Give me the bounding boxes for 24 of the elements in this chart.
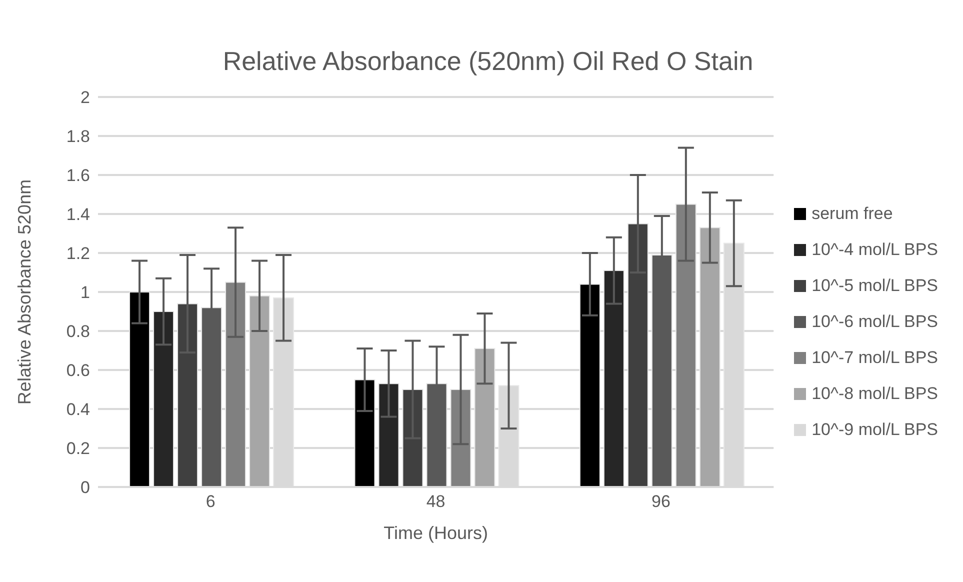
y-tick-label: 1.4: [66, 205, 90, 224]
legend-label: 10^-9 mol/L BPS: [812, 419, 938, 441]
y-axis-title: Relative Absorbance 520nm: [14, 179, 34, 405]
y-tick-label: 0.8: [66, 322, 90, 342]
y-tick-label: 0: [80, 478, 90, 498]
legend-label: 10^-4 mol/L BPS: [812, 239, 938, 261]
legend-label: serum free: [812, 203, 893, 225]
y-tick-label: 0.2: [66, 439, 90, 458]
legend-label: 10^-5 mol/L BPS: [812, 275, 938, 297]
y-tick-label: 0.6: [66, 361, 90, 380]
y-tick-label: 1.6: [66, 166, 90, 186]
y-tick-label: 0.4: [66, 400, 90, 420]
legend-label: 10^-7 mol/L BPS: [812, 347, 938, 369]
legend-label: 10^-8 mol/L BPS: [812, 383, 938, 405]
y-tick-label: 1: [80, 283, 90, 302]
chart-title: Relative Absorbance (520nm) Oil Red O Stain: [222, 45, 754, 77]
y-tick-label: 1.2: [66, 244, 90, 264]
x-tick-label: 48: [426, 492, 446, 512]
x-tick-label: 6: [206, 492, 216, 512]
y-tick-label: 2: [80, 88, 90, 108]
x-axis-title: Time (Hours): [384, 523, 488, 543]
y-tick-label: 1.8: [66, 127, 90, 146]
x-tick-label: 96: [652, 492, 670, 512]
legend-label: 10^-6 mol/L BPS: [812, 311, 938, 333]
